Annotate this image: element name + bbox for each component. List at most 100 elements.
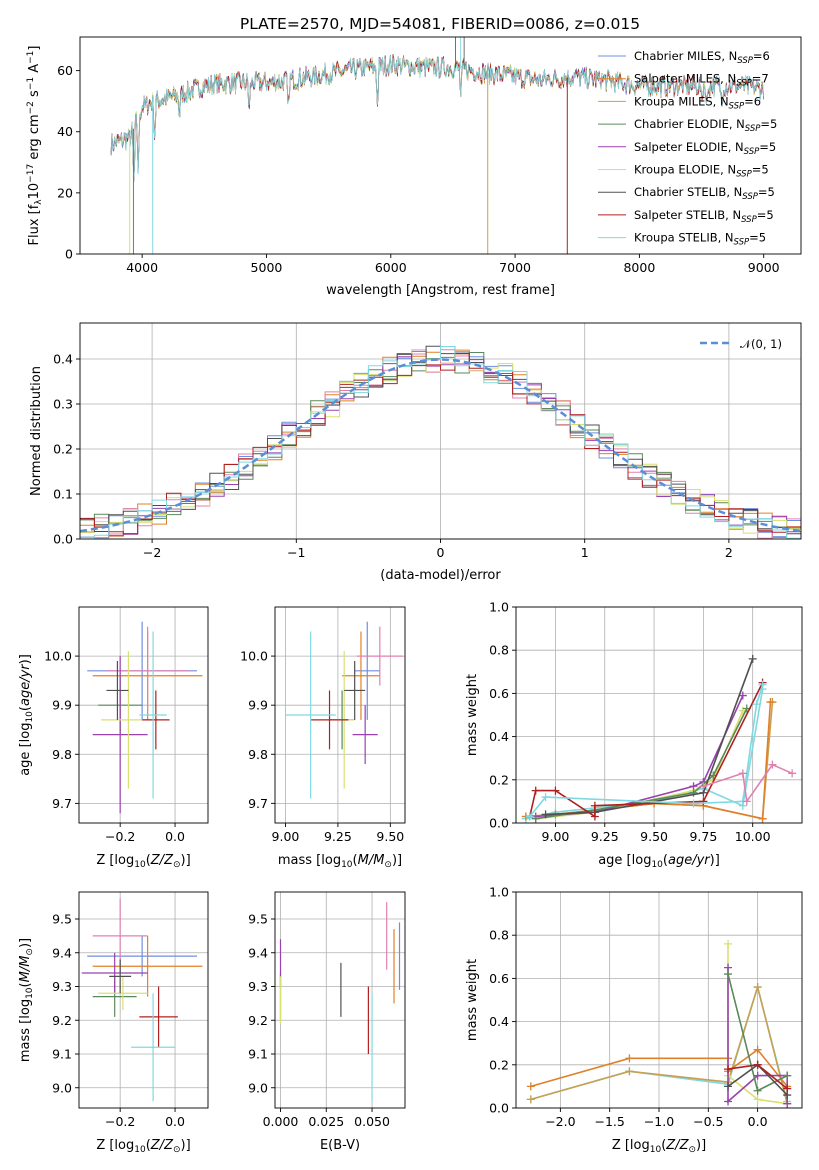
mass-weight-marker <box>753 1071 762 1080</box>
x-tick-label: −1.0 <box>644 1114 674 1129</box>
y-tick-label: 0.2 <box>53 442 73 457</box>
mass-weight-marker <box>768 760 777 769</box>
mass-weight-marker <box>699 782 708 791</box>
panel-mass_weight_vs_Z: −2.0 −1.5 −1.0 −0.5 0.0 0.0 0.2 0.4 0.6 0.8 1.0 Z [… <box>465 885 803 1155</box>
histogram-series <box>80 353 801 535</box>
y-tick-label: 9.0 <box>248 1080 268 1095</box>
axes-frame <box>274 891 406 1109</box>
x-tick-label: 0.000 <box>263 1114 299 1129</box>
mass-weight-marker <box>699 797 708 806</box>
y-tick-label: 9.5 <box>248 912 268 927</box>
y-tick-label: 10.0 <box>44 649 72 664</box>
mass-weight-marker <box>788 769 797 778</box>
mass-weight-series <box>529 684 764 818</box>
panel-mass_vs_Z: −0.2 0.0 9.0 9.1 9.2 9.3 9.4 9.5 Z [log10(Z/Z⊙)]… <box>18 891 209 1155</box>
y-tick-label: 9.4 <box>52 945 72 960</box>
x-tick-label: 0.0 <box>165 829 185 844</box>
legend-label: Salpeter ELODIE, NSSP=5 <box>634 140 776 157</box>
y-tick-label: 9.9 <box>248 698 268 713</box>
axes-frame <box>515 606 803 824</box>
plot-area <box>521 654 797 823</box>
y-tick-label: 0.2 <box>489 772 509 787</box>
x-tick-label: 0.0 <box>165 1114 185 1129</box>
x-axis-label: mass [log10(M/M⊙)] <box>278 853 402 870</box>
x-tick-label: −0.2 <box>105 829 135 844</box>
y-axis-label: Normed distribution <box>29 366 44 496</box>
histogram-series <box>80 346 801 539</box>
y-axis-label: mass weight <box>465 959 480 1041</box>
legend-label: Salpeter MILES, NSSP=7 <box>634 72 769 89</box>
gaussian-curve <box>80 358 801 533</box>
mass-weight-marker <box>766 698 775 707</box>
mass-weight-marker <box>783 1099 792 1108</box>
y-tick-label: 9.8 <box>248 747 268 762</box>
mass-weight-marker <box>753 1045 762 1054</box>
mass-weight-marker <box>531 786 540 795</box>
mass-weight-marker <box>758 814 767 823</box>
mass-weight-marker <box>724 1065 733 1074</box>
mass-weight-marker <box>738 769 747 778</box>
x-tick-label: 1 <box>581 545 589 560</box>
y-tick-label: 0.4 <box>489 729 509 744</box>
mass-weight-marker <box>724 1097 733 1106</box>
y-tick-label: 9.2 <box>52 1013 72 1028</box>
y-tick-label: 9.4 <box>248 945 268 960</box>
y-tick-label: 9.2 <box>248 1013 268 1028</box>
mass-weight-marker <box>753 1086 762 1095</box>
mass-weight-marker <box>590 801 599 810</box>
x-tick-label: 4000 <box>126 260 158 275</box>
x-tick-label: −0.2 <box>105 1114 135 1129</box>
axes-frame <box>78 891 209 1109</box>
y-tick-label: 0.0 <box>53 532 73 547</box>
y-axis-label: mass [log10(M/M⊙)] <box>18 938 35 1062</box>
mass-weight-marker <box>625 1054 634 1063</box>
mass-weight-marker <box>753 1095 762 1104</box>
panel-residual_histogram: −2 −1 0 1 2 0.0 0.1 0.2 0.3 0.4 (data-model)/error… <box>29 322 802 583</box>
mass-weight-marker <box>724 1082 733 1091</box>
mass-weight-marker <box>541 810 550 819</box>
mass-weight-marker <box>531 814 540 823</box>
y-tick-label: 9.1 <box>248 1047 268 1062</box>
spectrum-series-line <box>110 55 765 183</box>
panel-mass_weight_vs_age: 9.00 9.25 9.50 9.75 10.00 0.0 0.2 0.4 0.6 0.8 1.0 a… <box>465 600 803 870</box>
plot-area <box>80 345 801 539</box>
y-tick-label: 0 <box>65 247 73 262</box>
mass-weight-marker <box>625 1067 634 1076</box>
y-axis-label: Flux [fλ10−17 erg cm−2 s−1 A−1] <box>26 46 44 246</box>
mass-weight-series <box>545 658 754 816</box>
legend-label: Chabrier ELODIE, NSSP=5 <box>634 117 777 134</box>
legend-label: Kroupa ELODIE, NSSP=5 <box>634 163 769 180</box>
mass-weight-marker <box>689 799 698 808</box>
axes-frame <box>274 606 406 824</box>
y-tick-label: 9.5 <box>52 912 72 927</box>
legend-label: Chabrier MILES, NSSP=6 <box>634 49 770 66</box>
panel-age_vs_mass: 9.00 9.25 9.50 9.7 9.8 9.9 10.0 mass [log10(M/M… <box>240 606 406 870</box>
spectrum-series-line <box>110 55 765 183</box>
mass-weight-marker <box>742 797 751 806</box>
x-axis-label: (data-model)/error <box>380 568 501 583</box>
y-tick-label: 9.3 <box>52 979 72 994</box>
mass-weight-marker <box>541 793 550 802</box>
mass-weight-series <box>529 682 764 818</box>
plot-area <box>110 37 765 254</box>
y-tick-label: 9.1 <box>52 1047 72 1062</box>
plot-area <box>285 621 403 799</box>
legend: Chabrier MILES, NSSP=6 Salpeter MILES, NS… <box>598 49 777 248</box>
x-tick-label: 9000 <box>748 260 780 275</box>
x-tick-label: 6000 <box>375 260 407 275</box>
x-tick-label: 0 <box>437 545 445 560</box>
x-tick-label: 10.00 <box>735 829 771 844</box>
y-tick-label: 1.0 <box>489 885 509 900</box>
y-tick-label: 20 <box>57 185 73 200</box>
y-tick-label: 0.4 <box>53 352 73 367</box>
mass-weight-marker <box>738 691 747 700</box>
x-axis-label: age [log10(age/yr)] <box>598 853 720 870</box>
mass-weight-marker <box>526 1095 535 1104</box>
x-tick-label: −0.5 <box>693 1114 723 1129</box>
x-tick-label: −1.5 <box>595 1114 625 1129</box>
y-tick-label: 40 <box>57 124 73 139</box>
y-axis-label: age [log10(age/yr)] <box>18 654 35 776</box>
plot-area <box>81 898 203 1102</box>
x-tick-label: 0.025 <box>308 1114 344 1129</box>
x-tick-label: 0.050 <box>354 1114 390 1129</box>
